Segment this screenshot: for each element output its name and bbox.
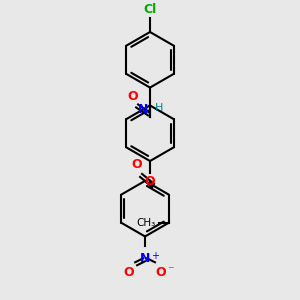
Text: CH₃: CH₃ [136, 218, 155, 228]
Text: N: N [138, 103, 148, 116]
Text: ⁻: ⁻ [167, 264, 173, 277]
Text: H: H [155, 103, 163, 113]
Text: +: + [151, 251, 159, 261]
Text: O: O [156, 266, 166, 279]
Text: O: O [132, 158, 142, 171]
Text: Cl: Cl [143, 3, 157, 16]
Text: O: O [128, 91, 138, 103]
Text: O: O [124, 266, 134, 279]
Text: N: N [140, 252, 150, 266]
Text: O: O [145, 175, 155, 188]
